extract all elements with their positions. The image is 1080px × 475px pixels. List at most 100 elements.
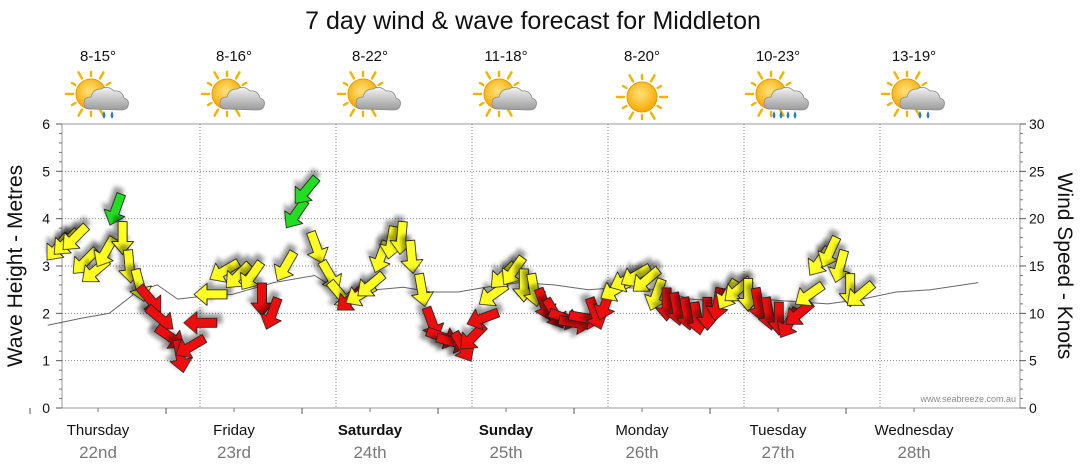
sun-ray — [757, 108, 764, 117]
wind-arrow — [827, 248, 851, 283]
temp-range-label: 8-20° — [624, 48, 660, 65]
y-right-tick-label: 0 — [1029, 400, 1037, 416]
x-axis: Thursday 22nd Friday 23rd Saturday 24th Sunday… — [29, 408, 954, 462]
sun-ray — [506, 108, 513, 117]
y-left-axis: 0 1 2 3 4 5 6 — [42, 116, 62, 416]
wind-arrow-shape — [294, 174, 321, 204]
sun-ray — [349, 71, 356, 80]
wind-arrow-shape — [103, 192, 126, 226]
grid — [62, 124, 1020, 408]
y-right-tick-label: 5 — [1029, 353, 1037, 369]
x-day-label: Wednesday — [875, 422, 954, 439]
y-right-axis-title: Wind Speed - Knots — [1053, 173, 1076, 360]
x-date-label: 25th — [489, 443, 522, 462]
plot-area: 0 1 2 3 4 5 6 0 5 10 15 20 25 30 www.seabreeze.com.a… — [42, 116, 1045, 416]
sun-ray — [485, 71, 492, 80]
y-left-tick-label: 5 — [42, 163, 50, 179]
temp-range-label: 11-18° — [484, 48, 527, 65]
wind-arrow — [193, 282, 228, 306]
x-day-label: Thursday — [67, 422, 130, 439]
sun-ray — [241, 81, 248, 87]
y-right-tick-label: 30 — [1029, 116, 1045, 132]
sun-ray — [98, 71, 105, 80]
wind-arrow — [400, 239, 424, 274]
wind-arrow — [294, 174, 321, 204]
sun-ray — [342, 81, 349, 87]
wind-arrow — [103, 192, 126, 226]
sun-ray — [342, 101, 349, 107]
wind-arrow-shape — [632, 266, 662, 292]
partly-cloudy-icon — [336, 70, 401, 118]
sun-ray — [757, 71, 764, 80]
sun-ray — [105, 81, 112, 87]
partly-cloudy-showers-icon — [880, 70, 945, 119]
temp-range-label: 13-19° — [892, 48, 936, 65]
wind-arrow — [183, 311, 218, 335]
x-day-label: Monday — [615, 422, 669, 439]
y-left-tick-label: 2 — [42, 305, 50, 321]
sun-ray — [206, 81, 213, 87]
cloud-shape — [219, 87, 265, 111]
rain-drop — [793, 111, 797, 119]
wind-arrow — [111, 221, 135, 256]
wind-arrow-shape — [175, 334, 208, 359]
sun-ray — [750, 81, 757, 87]
sun-ray — [750, 101, 757, 107]
weather-row: 8-15° 8-16° 8-22° 11-18° 8-20° 10-23° 13-19° — [64, 48, 945, 121]
cloud-icon — [763, 87, 809, 119]
cloud-icon — [83, 87, 129, 119]
y-right-tick-label: 25 — [1029, 163, 1045, 179]
sun-ray — [621, 104, 628, 110]
cloud-icon — [899, 87, 945, 119]
y-left-tick-label: 3 — [42, 258, 50, 274]
wind-arrow-shape — [111, 221, 135, 256]
showers-icon — [744, 70, 809, 119]
sun-ray — [234, 108, 241, 117]
wind-arrow — [846, 280, 876, 306]
temp-range-label: 8-15° — [80, 48, 116, 65]
cloud-icon — [219, 87, 265, 111]
credit-text: www.seabreeze.com.au — [919, 394, 1016, 404]
sun-ray — [785, 81, 792, 87]
wind-arrow-shape — [193, 282, 228, 306]
rain-drop — [926, 111, 930, 119]
sun-ray — [914, 71, 921, 80]
wind-arrow-shape — [135, 283, 162, 313]
y-right-tick-label: 20 — [1029, 211, 1045, 227]
x-date-label: 28th — [897, 443, 930, 462]
y-left-axis-title: Wave Height - Metres — [4, 165, 27, 367]
wind-arrow-shape — [785, 299, 815, 325]
cloud-shape — [491, 87, 537, 111]
sun-icon — [615, 73, 669, 121]
wind-arrow — [62, 222, 90, 251]
sun-ray — [513, 81, 520, 87]
sun-ray — [893, 108, 900, 117]
cloud-icon — [355, 87, 401, 111]
wind-arrow — [795, 281, 826, 307]
y-right-tick-label: 15 — [1029, 258, 1045, 274]
wind-arrows — [46, 174, 876, 374]
y-right-axis: 0 5 10 15 20 25 30 — [1020, 116, 1045, 416]
rain-drop — [110, 111, 114, 119]
wind-arrow — [466, 307, 501, 331]
x-day-label: Sunday — [479, 422, 534, 439]
temp-range-label: 10-23° — [756, 48, 800, 65]
partly-cloudy-showers-icon — [64, 70, 129, 119]
wind-arrow-shape — [209, 258, 242, 283]
sun-ray — [213, 108, 220, 117]
temp-range-label: 8-16° — [216, 48, 252, 65]
y-right-tick-label: 10 — [1029, 305, 1045, 321]
wind-arrow-shape — [846, 280, 876, 306]
wind-arrow — [785, 299, 815, 325]
sun-ray — [921, 81, 928, 87]
cloud-shape — [899, 87, 945, 111]
x-date-label: 22nd — [79, 443, 117, 462]
wind-arrow-shape — [260, 296, 283, 330]
wind-arrow-shape — [273, 249, 299, 282]
y-left-tick-label: 4 — [42, 211, 50, 227]
x-date-label: 27th — [761, 443, 794, 462]
cloud-shape — [355, 87, 401, 111]
sunny-icon — [615, 73, 669, 121]
sun-ray — [778, 71, 785, 80]
wind-arrow-shape — [827, 248, 851, 283]
